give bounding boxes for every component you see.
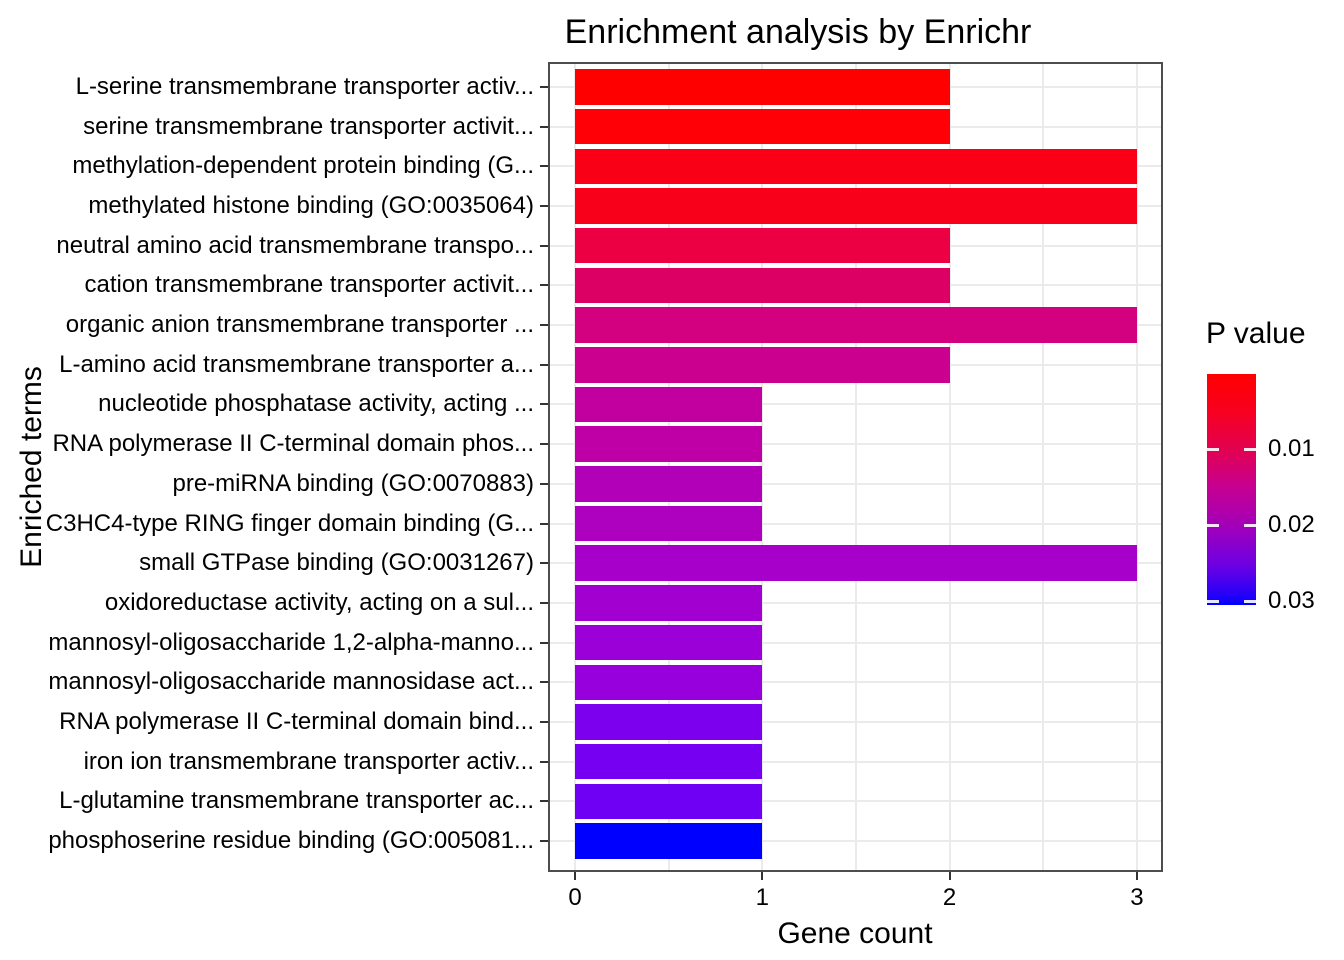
vertical-gridline (948, 64, 951, 870)
bar-6 (575, 267, 950, 304)
y-category-label: nucleotide phosphatase activity, acting … (98, 390, 534, 418)
bar-13 (575, 545, 1137, 581)
x-tick-label: 2 (942, 884, 957, 911)
y-axis-tick (540, 720, 548, 723)
y-axis-tick (540, 244, 548, 247)
y-axis-tick (540, 165, 548, 168)
y-category-label: neutral amino acid transmembrane transpo… (56, 231, 534, 259)
y-axis-tick (540, 205, 548, 208)
bar-17 (575, 704, 763, 740)
y-axis-tick (540, 760, 548, 763)
horizontal-gridline (550, 522, 1161, 525)
legend-tick-label: 0.03 (1268, 587, 1315, 614)
y-axis-tick (540, 681, 548, 684)
vertical-gridline (854, 64, 857, 870)
bar-11 (575, 466, 763, 502)
y-axis-tick (540, 800, 548, 803)
horizontal-gridline (550, 800, 1161, 803)
legend-tick-label: 0.02 (1268, 511, 1315, 538)
y-category-label: phosphoserine residue binding (GO:005081… (48, 826, 534, 854)
legend-tick (1207, 524, 1219, 527)
y-category-label: L-glutamine transmembrane transporter ac… (59, 787, 534, 815)
y-axis-tick (540, 839, 548, 842)
x-axis-tick (574, 872, 576, 880)
y-category-label: L-serine transmembrane transporter activ… (75, 73, 534, 100)
x-axis-title: Gene count (777, 917, 933, 950)
bar-7 (575, 307, 1137, 343)
y-category-label: pre-miRNA binding (GO:0070883) (172, 469, 534, 497)
legend-title: P value (1206, 317, 1306, 350)
legend-tick (1244, 524, 1256, 527)
horizontal-gridline (550, 443, 1161, 446)
legend-tick (1244, 600, 1256, 603)
bar-15 (575, 624, 763, 661)
bar-5 (575, 227, 950, 264)
y-axis-tick (540, 284, 548, 287)
legend-tick (1207, 600, 1219, 603)
y-category-label: RNA polymerase II C-terminal domain phos… (52, 430, 534, 458)
y-category-label: methylation-dependent protein binding (G… (72, 152, 534, 180)
y-category-label: organic anion transmembrane transporter … (65, 311, 534, 339)
horizontal-gridline (550, 482, 1161, 485)
y-category-label: RNA polymerase II C-terminal domain bind… (59, 707, 534, 735)
vertical-gridline (1042, 64, 1045, 870)
y-axis-tick (540, 522, 548, 525)
bar-10 (575, 426, 763, 462)
horizontal-gridline (550, 760, 1161, 763)
y-axis-tick (540, 86, 548, 88)
bar-12 (575, 505, 763, 542)
y-axis-tick (540, 641, 548, 644)
bar-1 (575, 69, 950, 105)
legend-tick (1244, 448, 1256, 451)
y-category-label: serine transmembrane transporter activit… (83, 112, 534, 140)
horizontal-gridline (550, 720, 1161, 723)
vertical-gridline (1135, 64, 1138, 870)
bar-8 (575, 347, 950, 383)
y-axis-tick (540, 562, 548, 565)
x-axis-tick (948, 872, 951, 880)
y-category-label: small GTPase binding (GO:0031267) (139, 549, 534, 577)
legend-tick-label: 0.01 (1268, 435, 1315, 462)
y-category-label: cation transmembrane transporter activit… (84, 271, 534, 299)
bar-14 (575, 585, 763, 621)
y-category-label: oxidoreductase activity, acting on a sul… (104, 588, 534, 616)
y-category-label: L-amino acid transmembrane transporter a… (59, 350, 534, 378)
bar-16 (575, 664, 763, 700)
y-category-label: mannosyl-oligosaccharide mannosidase act… (48, 668, 534, 696)
bar-9 (575, 386, 763, 423)
horizontal-gridline (550, 839, 1161, 842)
y-axis-tick (540, 482, 548, 485)
bar-4 (575, 188, 1137, 224)
y-axis-tick (540, 324, 548, 327)
vertical-gridline (761, 64, 764, 870)
bar-2 (575, 108, 950, 145)
plot-panel (548, 62, 1163, 872)
y-axis-tick (540, 363, 548, 366)
horizontal-gridline (550, 641, 1161, 644)
x-tick-label: 3 (1130, 884, 1144, 911)
horizontal-gridline (550, 403, 1161, 406)
y-category-label: iron ion transmembrane transporter activ… (83, 747, 534, 775)
y-category-label: C3HC4-type RING finger domain binding (G… (45, 509, 534, 537)
y-axis-tick (540, 403, 548, 406)
y-axis-tick (540, 601, 548, 604)
y-axis-tick (540, 443, 548, 446)
horizontal-gridline (550, 681, 1161, 684)
y-category-label: methylated histone binding (GO:0035064) (88, 192, 534, 220)
x-tick-label: 0 (568, 884, 582, 911)
bar-18 (575, 743, 763, 780)
chart-title: Enrichment analysis by Enrichr (564, 13, 1032, 51)
bar-20 (575, 823, 763, 859)
y-axis-tick (540, 125, 548, 128)
x-tick-label: 1 (755, 884, 769, 911)
horizontal-gridline (550, 601, 1161, 604)
y-category-label: mannosyl-oligosaccharide 1,2-alpha-manno… (48, 628, 534, 656)
bar-3 (575, 148, 1137, 185)
x-axis-tick (761, 872, 764, 880)
bar-19 (575, 783, 763, 820)
legend-colorbar (1207, 374, 1256, 605)
legend-tick (1207, 448, 1219, 451)
x-axis-tick (1135, 872, 1138, 880)
